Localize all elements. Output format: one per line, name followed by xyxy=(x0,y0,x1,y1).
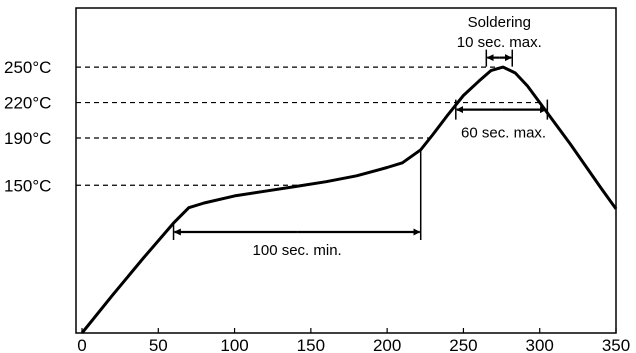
x-tick-label: 0 xyxy=(77,336,86,353)
preheat-label: 100 sec. min. xyxy=(253,242,342,259)
soldering-label-line2: 10 sec. max. xyxy=(457,34,542,51)
x-tick-label: 50 xyxy=(149,336,168,353)
x-tick-label: 350 xyxy=(602,336,630,353)
y-tick-label: 220°C xyxy=(4,94,51,113)
x-tick-label: 150 xyxy=(297,336,325,353)
x-tick-label: 200 xyxy=(373,336,401,353)
y-tick-label: 150°C xyxy=(4,176,51,195)
plot-frame xyxy=(75,7,617,334)
y-tick-label: 190°C xyxy=(4,129,51,148)
x-tick-label: 300 xyxy=(526,336,554,353)
x-tick-label: 250 xyxy=(449,336,477,353)
x-tick-label: 100 xyxy=(220,336,248,353)
soldering-label-line1: Soldering xyxy=(468,14,531,31)
temperature-profile-line xyxy=(80,65,618,334)
reflow-label: 60 sec. max. xyxy=(461,125,546,142)
y-tick-label: 250°C xyxy=(4,58,51,77)
